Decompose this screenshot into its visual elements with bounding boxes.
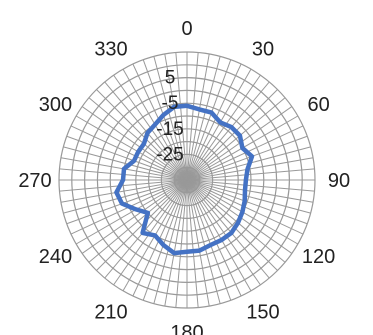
angle-label-60: 60: [307, 94, 329, 116]
labels: 0 30 60 90 120 150 180 210 240 270 300 330 5 -5 -15 -25: [18, 18, 350, 335]
angle-label-330: 330: [94, 38, 127, 60]
grid-ring: [71, 64, 303, 296]
radial-tick-label: -15: [156, 119, 183, 140]
grid-ring: [109, 102, 265, 258]
grid-ring: [83, 76, 291, 284]
angle-label-270: 270: [18, 170, 51, 192]
angle-label-240: 240: [39, 246, 72, 268]
grid-ring: [173, 166, 201, 194]
grid-ring: [160, 153, 214, 207]
angle-label-0: 0: [181, 18, 192, 40]
radial-tick-label: -25: [156, 144, 183, 165]
radial-tick-label: -5: [162, 93, 179, 114]
grid-ring: [96, 89, 278, 271]
radial-tick-label: 5: [165, 68, 176, 89]
grid-ring: [58, 51, 316, 309]
grid: [58, 51, 316, 309]
grid-ring: [135, 128, 239, 232]
angle-label-150: 150: [246, 302, 279, 324]
angle-label-90: 90: [328, 170, 350, 192]
angle-label-180: 180: [170, 322, 203, 335]
series-layer: [114, 103, 255, 256]
angle-label-210: 210: [94, 302, 127, 324]
angle-label-30: 30: [252, 38, 274, 60]
angle-label-300: 300: [39, 94, 72, 116]
angle-label-120: 120: [302, 246, 335, 268]
series-line-0: [114, 103, 255, 256]
grid-ring: [148, 141, 227, 220]
